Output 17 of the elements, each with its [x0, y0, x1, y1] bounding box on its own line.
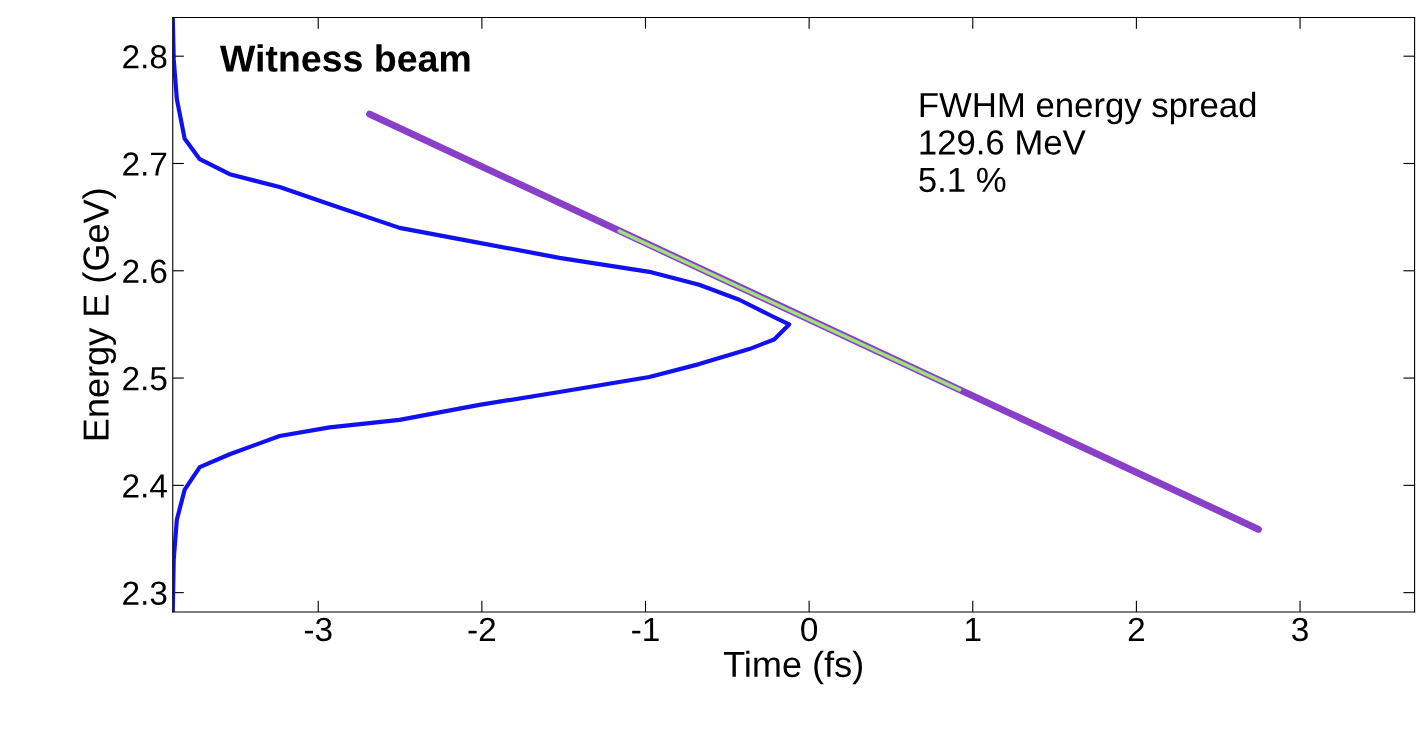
x-tick-label: 1 [966, 618, 981, 641]
x-axis-title: Time (fs) [723, 650, 862, 685]
y-axis-title: Energy E (GeV) [82, 189, 116, 440]
y-tick-label: 2.6 [123, 259, 167, 284]
x-tick-label: -3 [304, 617, 332, 642]
x-tick-label: 2 [1128, 617, 1144, 641]
y-tick-label: 2.3 [123, 581, 167, 606]
y-tick-label: 2.5 [123, 366, 167, 391]
y-tick-label: 2.7 [123, 152, 167, 176]
x-tick-label: 3 [1292, 617, 1308, 642]
x-tick-label: 0 [801, 617, 818, 642]
annotation: FWHM energy spread 129.6 MeV 5.1 % [919, 91, 1256, 193]
y-tick-label: 2.8 [123, 44, 167, 69]
x-tick-label: -2 [468, 617, 496, 641]
annotation: Witness beam [219, 44, 470, 72]
y-tick-label: 2.4 [123, 474, 167, 498]
x-tick-label: -1 [632, 618, 659, 641]
